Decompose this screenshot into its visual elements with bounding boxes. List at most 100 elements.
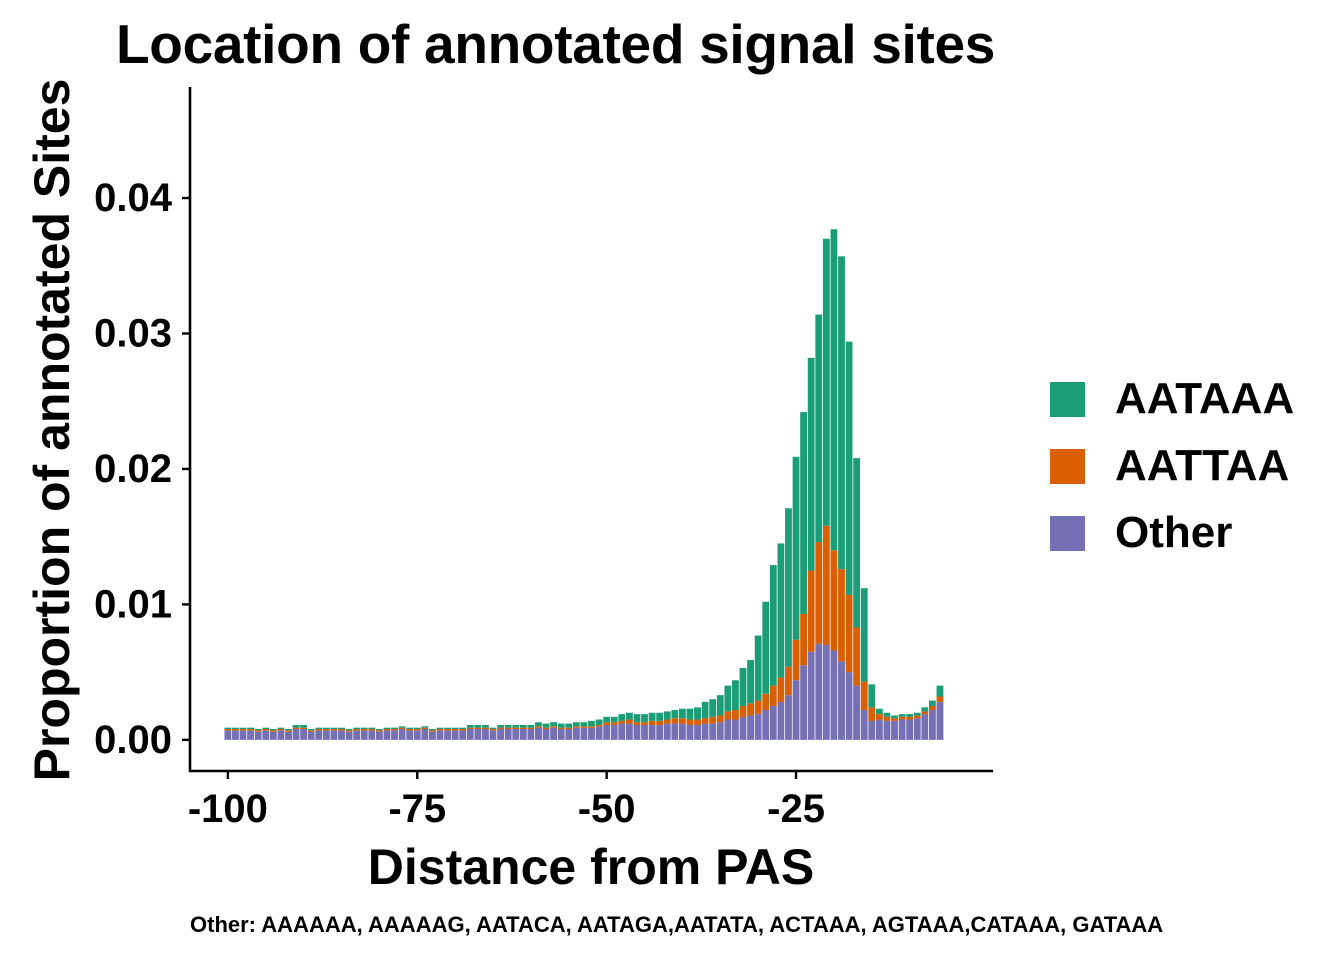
bar-segment-other-x-63 <box>504 729 512 740</box>
bar-segment-aattaa-x-63 <box>504 727 512 730</box>
bar-segment-aattaa-x-36 <box>709 716 717 724</box>
bar-segment-aattaa-x-99 <box>232 729 239 731</box>
bar-segment-aattaa-x-57 <box>550 726 558 728</box>
bar-segment-aataaa-x-9 <box>913 712 921 716</box>
bar-segment-other-x-61 <box>519 729 527 740</box>
bar-segment-aataaa-x-84 <box>345 729 353 731</box>
bar-segment-aataaa-x-43 <box>656 712 664 721</box>
bar-segment-aattaa-x-14 <box>875 714 883 720</box>
bar-segment-aataaa-x-70 <box>451 727 459 730</box>
bar-segment-aataaa-x-96 <box>254 729 262 731</box>
bar-segment-other-x-22 <box>815 643 823 740</box>
bar-segment-aataaa-x-76 <box>406 727 414 730</box>
bar-segment-other-x-74 <box>421 729 429 740</box>
bar-segment-aattaa-x-17 <box>853 627 861 686</box>
bar-segment-aataaa-x-92 <box>285 729 292 731</box>
bar-segment-aataaa-x-8 <box>921 707 929 712</box>
bar-segment-other-x-20 <box>830 650 838 740</box>
bar-segment-aattaa-x-12 <box>891 718 898 721</box>
bar-segment-aataaa-x-38 <box>694 707 701 720</box>
bar-segment-aataaa-x-29 <box>762 601 770 694</box>
bar-segment-other-x-87 <box>322 730 330 740</box>
bar-segment-aattaa-x-89 <box>307 730 315 732</box>
bar-segment-aattaa-x-80 <box>375 730 383 732</box>
bar-segment-aataaa-x-80 <box>375 729 383 731</box>
bar-segment-aataaa-x-62 <box>512 724 520 728</box>
y-tick-label: 0.02 <box>94 447 172 491</box>
y-ticks-group: 0.00 0.01 0.02 0.03 0.04 <box>94 176 190 762</box>
bar-segment-aattaa-x-45 <box>641 722 648 725</box>
bar-segment-other-x-46 <box>633 724 641 740</box>
bar-segment-aattaa-x-75 <box>413 729 421 731</box>
bar-segment-other-x-27 <box>777 701 785 740</box>
bar-segment-aataaa-x-93 <box>277 727 285 730</box>
bar-segment-other-x-99 <box>232 730 239 740</box>
bar-segment-other-x-34 <box>724 719 732 740</box>
bar-segment-other-x-32 <box>739 716 747 740</box>
bar-segment-aattaa-x-65 <box>489 729 497 731</box>
bar-segment-other-x-54 <box>572 727 580 740</box>
bar-segment-aataaa-x-88 <box>315 727 323 730</box>
bar-segment-aattaa-x-31 <box>747 703 754 716</box>
bar-segment-aattaa-x-52 <box>588 726 595 728</box>
bar-segment-aattaa-x-79 <box>383 729 391 731</box>
legend-key-aattaa <box>1050 449 1085 484</box>
bar-segment-aataaa-x-58 <box>542 723 550 728</box>
bar-segment-aataaa-x-23 <box>807 357 815 571</box>
bar-segment-other-x-96 <box>254 731 262 740</box>
bar-segment-aattaa-x-13 <box>883 716 891 721</box>
bar-segment-aataaa-x-94 <box>269 729 277 731</box>
bar-segment-aattaa-x-62 <box>512 727 520 730</box>
bar-segment-aattaa-x-7 <box>928 705 936 711</box>
bar-segment-other-x-10 <box>906 719 914 740</box>
bar-segment-aattaa-x-71 <box>444 729 451 731</box>
bar-segment-aattaa-x-38 <box>694 719 701 725</box>
bar-segment-aataaa-x-10 <box>906 714 914 717</box>
bar-segment-aattaa-x-18 <box>845 594 853 673</box>
bar-segment-other-x-91 <box>292 729 300 740</box>
x-axis-label: Distance from PAS <box>367 839 815 895</box>
bar-segment-aattaa-x-23 <box>807 570 815 652</box>
bar-segment-aattaa-x-78 <box>391 729 398 731</box>
bar-segment-aattaa-x-51 <box>595 724 603 727</box>
bar-segment-aataaa-x-11 <box>898 714 906 717</box>
bar-segment-aattaa-x-94 <box>269 730 277 732</box>
bar-segment-aataaa-x-20 <box>830 229 838 551</box>
bar-segment-aataaa-x-78 <box>391 727 398 730</box>
bar-segment-other-x-23 <box>807 651 815 740</box>
bar-segment-aataaa-x-6 <box>936 685 944 697</box>
bar-segment-aataaa-x-46 <box>633 714 641 723</box>
bar-segment-aataaa-x-39 <box>686 708 694 720</box>
bar-segment-aattaa-x-85 <box>338 729 345 731</box>
legend-key-aataaa <box>1050 382 1085 417</box>
bar-segment-aattaa-x-73 <box>429 730 436 732</box>
bar-segment-other-x-36 <box>709 723 717 740</box>
bar-segment-aattaa-x-92 <box>285 730 292 732</box>
bar-segment-other-x-86 <box>330 730 338 740</box>
bar-segment-aattaa-x-15 <box>868 707 876 721</box>
bar-segment-other-x-60 <box>527 729 535 740</box>
bar-segment-other-x-19 <box>838 661 845 740</box>
bar-segment-aataaa-x-91 <box>292 724 300 728</box>
bar-segment-aattaa-x-84 <box>345 730 353 732</box>
bar-segment-aattaa-x-67 <box>474 727 482 730</box>
bar-segment-other-x-78 <box>391 730 398 740</box>
bars-group <box>224 229 944 740</box>
bar-segment-aataaa-x-37 <box>701 701 709 719</box>
bar-segment-aataaa-x-89 <box>307 729 315 731</box>
bar-segment-aattaa-x-34 <box>724 711 732 720</box>
bar-segment-aattaa-x-70 <box>451 729 459 731</box>
bar-segment-aattaa-x-60 <box>527 727 535 730</box>
bar-segment-aataaa-x-73 <box>429 729 436 731</box>
bar-segment-aataaa-x-98 <box>239 727 247 730</box>
bar-segment-aataaa-x-69 <box>459 727 467 730</box>
bar-segment-other-x-75 <box>413 730 421 740</box>
bar-segment-aataaa-x-66 <box>482 724 489 728</box>
bar-segment-aattaa-x-95 <box>262 729 270 731</box>
bar-segment-other-x-80 <box>375 731 383 740</box>
bar-segment-aattaa-x-100 <box>224 729 232 731</box>
bar-segment-aataaa-x-74 <box>421 726 429 728</box>
bar-segment-aataaa-x-81 <box>368 727 376 730</box>
bar-segment-aattaa-x-96 <box>254 730 262 732</box>
bar-segment-aataaa-x-15 <box>868 684 876 708</box>
